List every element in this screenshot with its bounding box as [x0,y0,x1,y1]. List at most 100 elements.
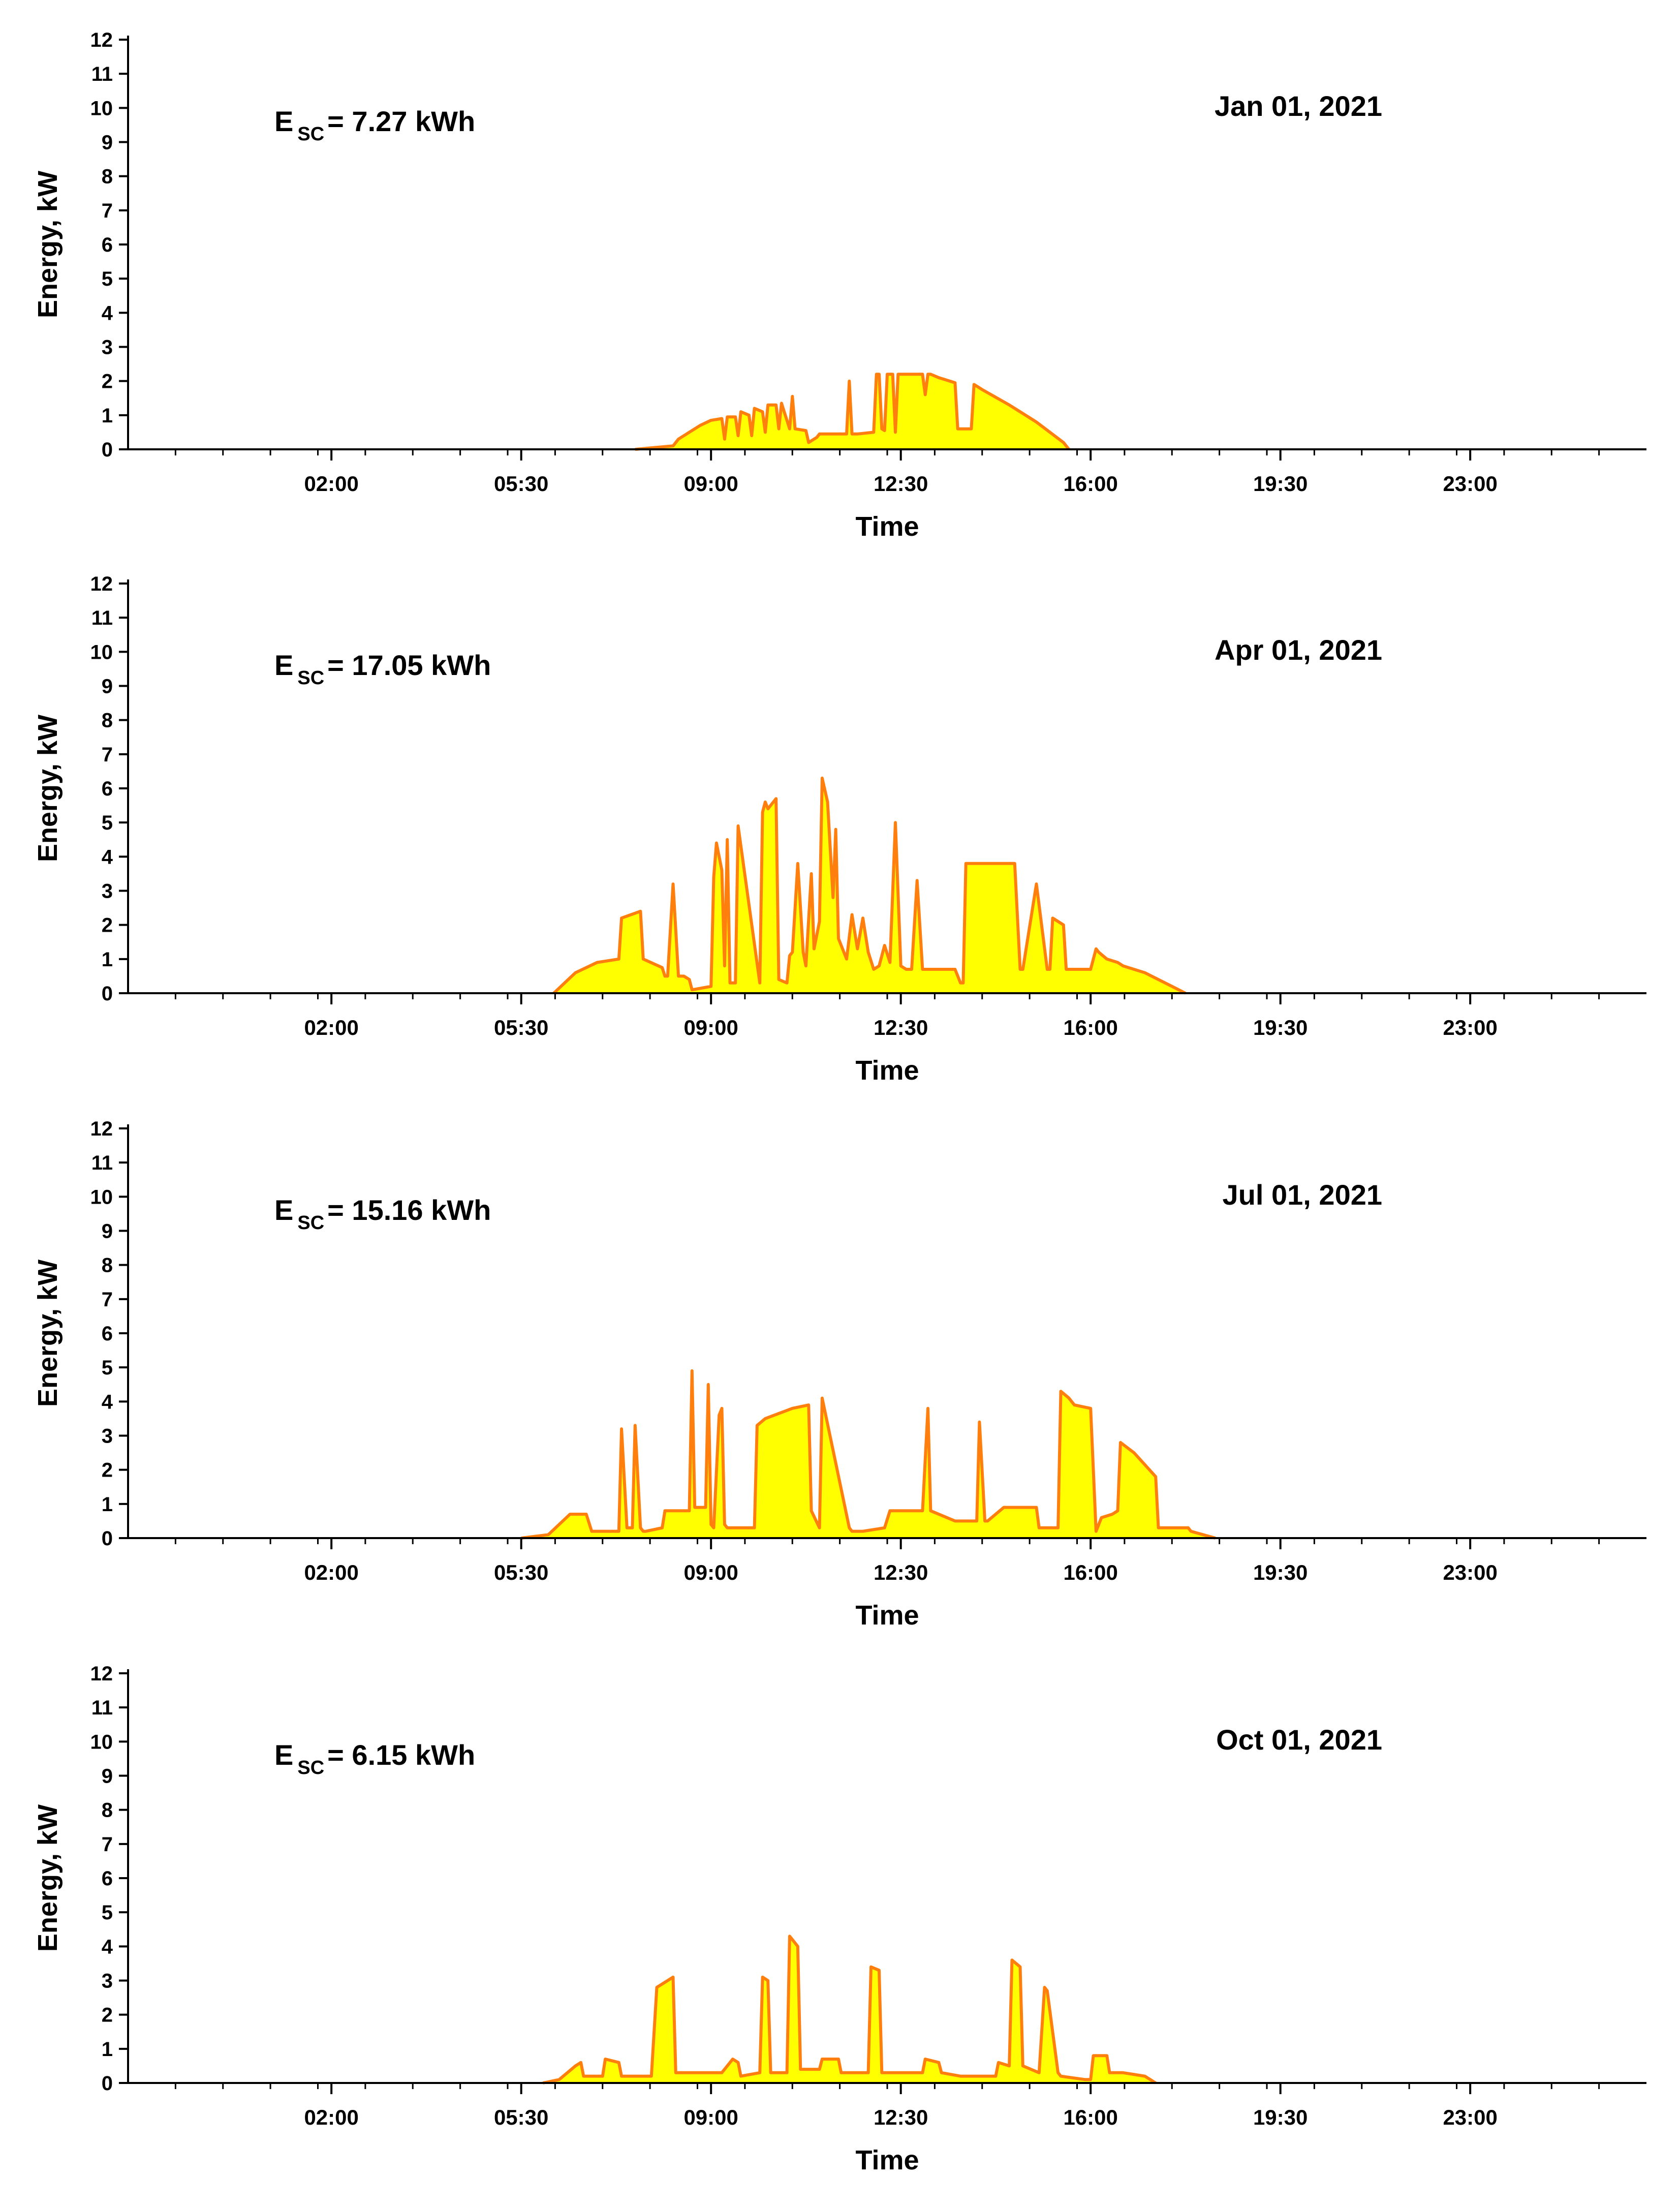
y-tick-label: 4 [102,1391,113,1413]
y-tick-label: 11 [91,63,113,85]
x-tick-label: 12:30 [874,2105,928,2129]
energy-line [542,1935,1157,2085]
y-tick-label: 2 [102,914,113,937]
energy-line [635,373,1070,451]
x-tick-label: 23:00 [1443,472,1497,496]
y-tick-label: 7 [102,744,113,766]
x-axis-title: Time [855,1055,919,1086]
x-tick-label: 16:00 [1063,2105,1117,2129]
y-tick-label: 10 [90,1186,113,1208]
x-tick-label: 05:30 [494,1560,548,1584]
annotation-prefix: E [274,649,293,681]
y-tick-label: 12 [90,573,113,595]
x-tick-label: 02:00 [304,1560,358,1584]
y-tick-label: 3 [102,880,113,903]
y-tick-label: 4 [102,846,113,868]
y-tick-label: 12 [90,1663,113,1685]
x-tick-label: 19:30 [1253,1016,1308,1039]
y-tick-label: 11 [91,1697,113,1719]
x-tick-label: 19:30 [1253,1560,1308,1584]
y-tick-label: 6 [102,1867,113,1890]
energy-area [543,1936,1156,2083]
y-tick-label: 9 [102,132,113,154]
annotation-value: = 6.15 kWh [327,1739,475,1771]
y-tick-label: 0 [102,1527,113,1550]
y-tick-label: 10 [90,1731,113,1753]
y-tick-label: 7 [102,1833,113,1856]
energy-area [553,778,1186,993]
y-tick-label: 1 [102,2038,113,2061]
x-tick-label: 19:30 [1253,472,1308,496]
y-tick-label: 6 [102,778,113,800]
y-tick-label: 12 [90,1118,113,1140]
y-tick-label: 9 [102,1220,113,1243]
annotation-subscript: SC [297,667,324,689]
annotation-prefix: E [274,1739,293,1771]
annotation-prefix: E [274,105,293,137]
y-tick-label: 11 [91,607,113,629]
x-tick-label: 02:00 [304,472,358,496]
energy-sc-annotation: E SC = 7.27 kWh [274,105,475,145]
y-tick-label: 5 [102,1357,113,1379]
x-axis-title: Time [855,511,919,542]
y-tick-label: 3 [102,1425,113,1448]
x-axis-title: Time [855,1600,919,1631]
energy-line [521,1369,1216,1540]
x-tick-label: 09:00 [683,1016,738,1039]
energy-sc-annotation: E SC = 15.16 kWh [274,1194,491,1234]
y-tick-label: 5 [102,268,113,290]
y-tick-label: 3 [102,336,113,359]
y-axis-title: Energy, kW [33,1260,63,1407]
y-tick-label: 4 [102,302,113,324]
x-tick-label: 12:30 [874,1016,928,1039]
energy-area [635,374,1069,449]
y-axis-title: Energy, kW [33,171,63,318]
x-tick-label: 12:30 [874,1560,928,1584]
x-tick-label: 02:00 [304,1016,358,1039]
date-label: Oct 01, 2021 [1216,1724,1382,1756]
energy-sc-annotation: E SC = 17.05 kWh [274,649,491,689]
date-label: Apr 01, 2021 [1215,634,1382,666]
x-tick-label: 23:00 [1443,2105,1497,2129]
y-tick-label: 0 [102,2072,113,2095]
annotation-value: = 7.27 kWh [327,105,475,137]
energy-sc-annotation: E SC = 6.15 kWh [274,1739,475,1779]
annotation-subscript: SC [297,1212,324,1234]
y-tick-label: 2 [102,371,113,393]
x-tick-label: 23:00 [1443,1016,1497,1039]
y-tick-label: 8 [102,1799,113,1822]
x-tick-label: 23:00 [1443,1560,1497,1584]
energy-area [521,1370,1216,1538]
y-tick-label: 10 [90,97,113,119]
annotation-subscript: SC [297,124,324,145]
annotation-prefix: E [274,1194,293,1226]
y-tick-label: 7 [102,1289,113,1311]
y-tick-label: 12 [90,29,113,51]
y-tick-label: 11 [91,1152,113,1174]
x-tick-label: 12:30 [874,472,928,496]
x-tick-label: 19:30 [1253,2105,1308,2129]
x-axis-title: Time [855,2145,919,2175]
y-tick-label: 7 [102,200,113,222]
y-tick-label: 4 [102,1936,113,1958]
y-tick-label: 6 [102,234,113,256]
y-tick-label: 9 [102,676,113,698]
x-tick-label: 05:30 [494,472,548,496]
y-axis-title: Energy, kW [33,715,63,862]
y-tick-label: 8 [102,1254,113,1277]
x-tick-label: 09:00 [683,2105,738,2129]
annotation-subscript: SC [297,1757,324,1779]
x-tick-label: 02:00 [304,2105,358,2129]
y-tick-label: 5 [102,1902,113,1924]
x-tick-label: 09:00 [683,1560,738,1584]
x-tick-label: 16:00 [1063,1016,1117,1039]
y-tick-label: 1 [102,1493,113,1516]
y-tick-label: 9 [102,1765,113,1788]
y-tick-label: 2 [102,1459,113,1482]
x-tick-label: 09:00 [683,472,738,496]
y-tick-label: 6 [102,1323,113,1345]
